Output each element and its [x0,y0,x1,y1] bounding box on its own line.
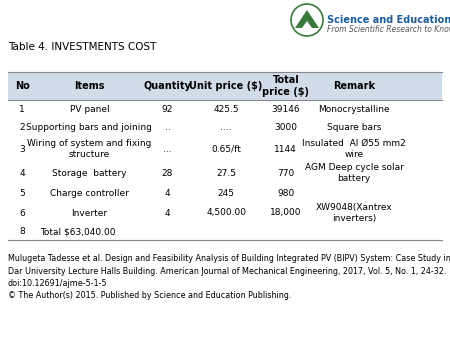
Text: 3000: 3000 [274,122,297,131]
Text: ..: .. [165,122,171,131]
Text: 3: 3 [19,145,25,153]
Text: Science and Education Publishing: Science and Education Publishing [327,15,450,25]
Text: Wiring of system and fixing
structure: Wiring of system and fixing structure [27,139,152,159]
Text: No: No [15,81,30,91]
Text: 4,500.00: 4,500.00 [206,209,246,217]
Text: 6: 6 [19,209,25,217]
Text: Inverter: Inverter [71,209,108,217]
Text: 2: 2 [19,122,25,131]
Text: Supporting bars and joining: Supporting bars and joining [27,122,152,131]
Text: ....: .... [220,122,232,131]
Text: Insulated  Al Ø55 mm2
wire: Insulated Al Ø55 mm2 wire [302,139,406,159]
Text: 27.5: 27.5 [216,169,236,177]
Text: XW9048(Xantrex
inverters): XW9048(Xantrex inverters) [316,203,392,223]
Text: 92: 92 [162,104,173,114]
Text: Storage  battery: Storage battery [52,169,126,177]
Text: Remark: Remark [333,81,375,91]
Text: Monocrystalline: Monocrystalline [318,104,390,114]
Bar [8,72,442,100]
Text: 425.5: 425.5 [213,104,239,114]
Text: 245: 245 [218,189,234,197]
Text: 5: 5 [19,189,25,197]
Text: Charge controller: Charge controller [50,189,129,197]
Text: Total
price ($): Total price ($) [262,75,309,97]
Text: PV panel: PV panel [70,104,109,114]
Text: 28: 28 [162,169,173,177]
Text: Table 4. INVESTMENTS COST: Table 4. INVESTMENTS COST [8,42,157,52]
Polygon shape [295,10,319,28]
Text: 4: 4 [19,169,25,177]
Text: Square bars: Square bars [327,122,381,131]
Text: 1144: 1144 [274,145,297,153]
Text: Quantity: Quantity [144,81,191,91]
Text: 4: 4 [165,209,170,217]
Polygon shape [302,21,312,28]
Text: 8: 8 [19,227,25,237]
Text: ...: ... [163,145,172,153]
Text: Total $63,040.00: Total $63,040.00 [40,227,116,237]
Text: 4: 4 [165,189,170,197]
Text: Items: Items [74,81,104,91]
Text: 770: 770 [277,169,294,177]
Text: From Scientific Research to Knowledge: From Scientific Research to Knowledge [327,25,450,34]
Text: 39146: 39146 [271,104,300,114]
Text: 18,000: 18,000 [270,209,302,217]
Text: 0.65/ft: 0.65/ft [211,145,241,153]
Text: 980: 980 [277,189,294,197]
Text: Mulugeta Tadesse et al. Design and Feasibility Analysis of Building Integrated P: Mulugeta Tadesse et al. Design and Feasi… [8,254,450,300]
Text: Unit price ($): Unit price ($) [189,81,263,91]
Text: 1: 1 [19,104,25,114]
Text: AGM Deep cycle solar
battery: AGM Deep cycle solar battery [305,163,404,183]
